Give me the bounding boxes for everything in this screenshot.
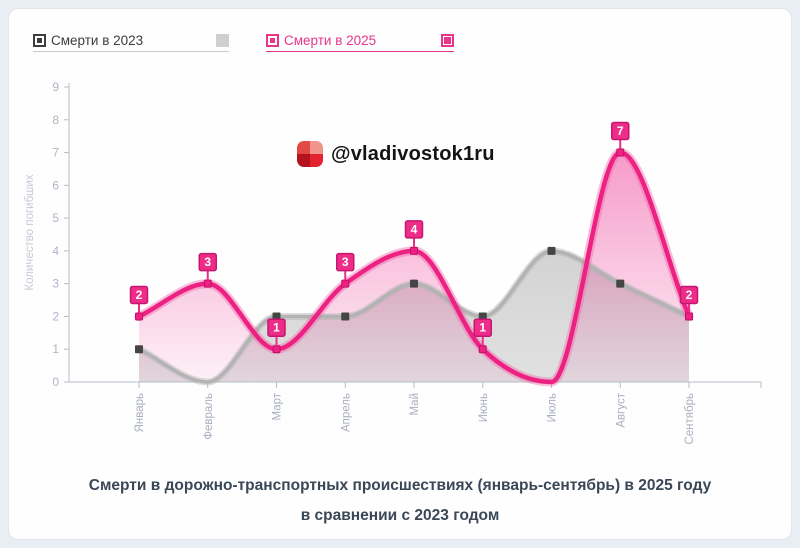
data-label-box [198, 252, 217, 272]
watermark: @vladivostok1ru [297, 141, 495, 167]
line-series-1 [136, 150, 692, 385]
y-tick-label: 9 [52, 80, 59, 94]
y-tick-label: 3 [52, 277, 59, 291]
y-tick-label: 6 [52, 178, 59, 192]
axes [64, 83, 762, 388]
logo-quadrant [310, 141, 323, 154]
chart-caption: Смерти в дорожно-транспортных происшеств… [9, 471, 791, 531]
data-label-value: 2 [136, 288, 143, 302]
data-label-value: 7 [617, 124, 624, 138]
data-label-box [404, 220, 424, 239]
legend: Смерти в 2023 Смерти в 2025 [9, 9, 791, 59]
data-point-marker[interactable] [547, 246, 556, 255]
logo-quadrant [310, 154, 323, 167]
data-label-value: 1 [273, 321, 280, 335]
x-tick-label: Февраль [203, 393, 215, 440]
x-tick-label: Май [409, 393, 421, 416]
legend-label-2025: Смерти в 2025 [284, 32, 377, 48]
series-swatch-icon [216, 33, 229, 47]
data-label-box [473, 318, 492, 337]
x-tick-label: Сентябрь [684, 393, 696, 445]
data-label-box [336, 252, 355, 272]
data-point-marker[interactable] [478, 345, 487, 354]
chart-area[interactable]: 0 1 2 3 4 5 6 7 8 9 Январь Февраль Март Апрель Май Июнь… [9, 9, 791, 469]
data-point-marker[interactable] [616, 148, 625, 157]
logo-quadrant [297, 141, 310, 154]
y-tick-label: 4 [52, 244, 59, 258]
chart-card: 0 1 2 3 4 5 6 7 8 9 Январь Февраль Март Апрель Май Июнь… [8, 8, 792, 540]
caption-line-2: в сравнении с 2023 годом [300, 507, 500, 524]
data-point-marker[interactable] [341, 312, 350, 321]
data-label-box [129, 285, 149, 305]
data-label-value: 4 [411, 222, 418, 236]
area-fill-series-1 [139, 152, 689, 382]
y-tick-label: 5 [52, 211, 59, 225]
y-tick-label: 1 [52, 342, 59, 356]
y-tick-label: 0 [52, 375, 59, 389]
data-point-marker[interactable] [135, 312, 143, 321]
data-point-marker[interactable] [203, 279, 212, 288]
legend-label-2023: Смерти в 2023 [51, 32, 144, 48]
data-point-marker[interactable] [272, 345, 281, 354]
logo-quadrant [297, 154, 310, 167]
x-tick-label: Март [272, 392, 284, 420]
data-point-marker[interactable] [685, 312, 693, 321]
data-point-marker[interactable] [135, 345, 143, 354]
y-tick-label: 8 [52, 113, 59, 127]
data-point-marker[interactable] [410, 246, 418, 255]
data-label-value: 3 [342, 255, 349, 269]
x-tick-label: Июнь [478, 393, 490, 422]
y-tick-label: 2 [52, 309, 59, 323]
y-tick-label: 7 [52, 146, 59, 160]
data-point-marker[interactable] [616, 279, 625, 288]
channel-logo-icon [297, 141, 323, 167]
x-tick-label: Январь [134, 393, 146, 432]
data-label-box [611, 121, 630, 141]
data-label-value: 2 [686, 288, 693, 302]
data-point-marker[interactable] [410, 279, 418, 288]
checkbox-icon [266, 33, 279, 47]
series-swatch-icon [441, 33, 454, 47]
checkbox-icon [33, 33, 46, 47]
data-label-value: 1 [479, 321, 486, 335]
y-axis-title: Количество погибших [24, 174, 36, 290]
watermark-handle: @vladivostok1ru [331, 142, 495, 165]
data-point-marker[interactable] [478, 312, 487, 321]
data-label-box [267, 318, 286, 337]
data-point-marker[interactable] [341, 279, 350, 288]
data-point-marker[interactable] [272, 312, 281, 321]
legend-item-2023[interactable]: Смерти в 2023 [33, 29, 229, 52]
x-tick-label: Июль [547, 393, 559, 422]
x-tick-label: Апрель [340, 393, 352, 432]
x-tick-label: Август [615, 392, 627, 427]
data-label-box [679, 285, 699, 305]
legend-item-2025[interactable]: Смерти в 2025 [266, 29, 454, 52]
caption-line-1: Смерти в дорожно-транспортных происшеств… [88, 477, 712, 494]
data-label-value: 3 [204, 255, 211, 269]
